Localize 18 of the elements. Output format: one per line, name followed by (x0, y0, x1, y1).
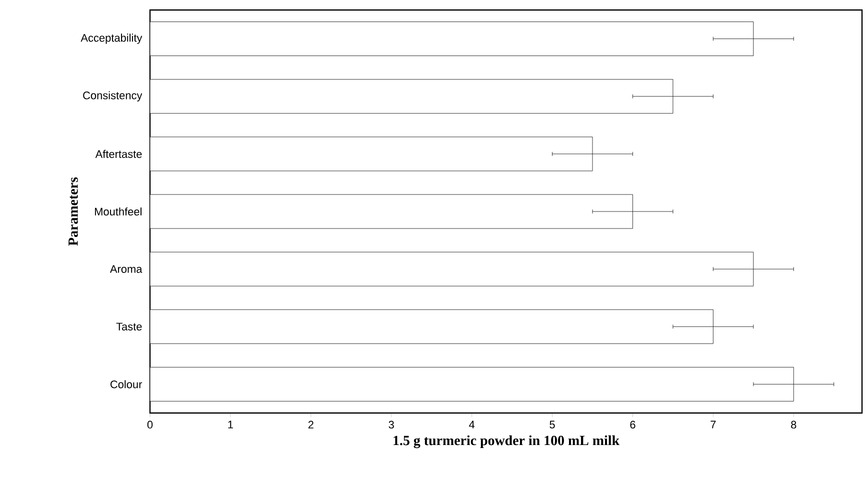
y-tick-label: Aroma (110, 265, 142, 273)
y-tick-label: Aftertaste (95, 150, 142, 158)
x-tick-label: 6 (630, 420, 636, 429)
x-tick-label: 2 (308, 420, 314, 428)
y-tick-label: Consistency (83, 91, 142, 102)
x-tick-label: 5 (550, 420, 555, 428)
x-tick-label: 1 (228, 420, 233, 428)
y-tick-label: Taste (116, 322, 142, 330)
x-axis-title: 1.5 g turmeric powder in 100 mL milk (394, 435, 620, 448)
y-axis-title: Parameters (68, 177, 78, 246)
y-tick-label: Mouthfeel (95, 207, 142, 216)
x-tick-label: 3 (388, 420, 394, 429)
y-tick-label: Acceptability (80, 34, 142, 44)
x-tick-label: 8 (791, 420, 796, 429)
x-tick-label: 4 (469, 420, 475, 428)
x-tick-label: 7 (710, 420, 716, 428)
y-tick-label: Colour (110, 380, 142, 388)
x-tick-label: 0 (147, 420, 153, 429)
